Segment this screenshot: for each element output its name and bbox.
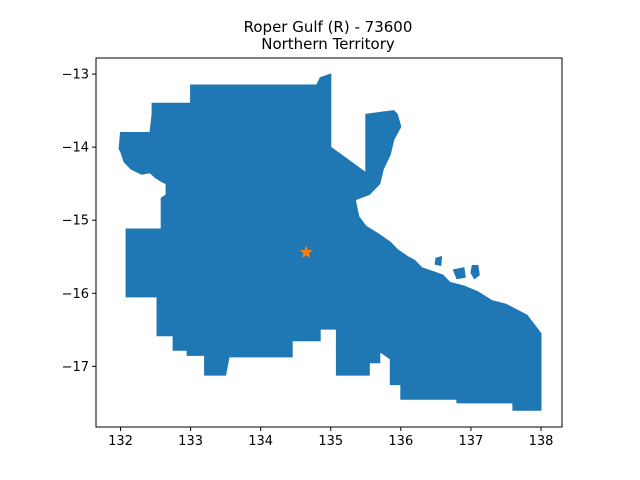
x-tick-label: 138 <box>529 434 554 449</box>
x-tick-label: 136 <box>388 434 413 449</box>
island-polygon <box>434 256 443 267</box>
chart-subtitle: Northern Territory <box>261 35 395 53</box>
y-tick-label: −17 <box>62 360 89 375</box>
plot-area <box>118 73 542 411</box>
chart-title: Roper Gulf (R) - 73600 <box>244 18 413 36</box>
island-polygon <box>470 265 480 280</box>
y-tick-label: −15 <box>62 214 89 229</box>
y-axis: −13 −14 −15 −16 −17 <box>62 68 96 375</box>
x-tick-label: 133 <box>178 434 203 449</box>
x-tick-label: 135 <box>318 434 343 449</box>
x-axis: 132 133 134 135 136 137 138 <box>108 427 553 449</box>
star-marker <box>299 245 313 258</box>
island-polygon <box>452 267 466 280</box>
region-polygon <box>118 73 542 411</box>
y-tick-label: −14 <box>62 141 89 156</box>
x-tick-label: 134 <box>248 434 273 449</box>
y-tick-label: −13 <box>62 68 89 83</box>
x-tick-label: 132 <box>108 434 133 449</box>
axes-frame <box>95 57 563 428</box>
y-tick-label: −16 <box>62 287 89 302</box>
x-tick-label: 137 <box>458 434 483 449</box>
